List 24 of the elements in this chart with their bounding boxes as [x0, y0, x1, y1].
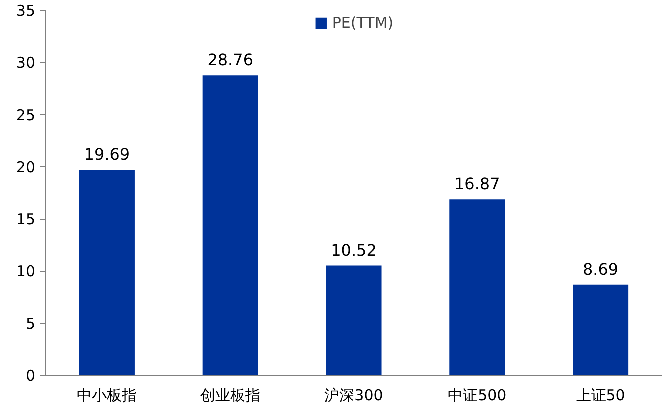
x-tick-label: 创业板指 [200, 386, 261, 404]
y-tick-label: 20 [16, 158, 36, 176]
data-label: 8.69 [582, 260, 619, 279]
data-label: 10.52 [331, 240, 377, 260]
y-tick-label: 10 [16, 262, 36, 281]
bar [79, 170, 135, 376]
legend-label: PE(TTM) [332, 14, 394, 32]
bar [202, 76, 258, 376]
bar [326, 266, 382, 376]
data-label: 28.76 [208, 50, 254, 70]
y-tick-label: 25 [16, 106, 36, 124]
data-label: 16.87 [454, 174, 500, 194]
x-tick-label: 上证50 [576, 386, 626, 404]
data-label: 19.69 [84, 145, 130, 164]
y-tick-label: 0 [26, 367, 36, 385]
x-tick-label: 沪深300 [324, 386, 384, 404]
bar [450, 200, 506, 376]
x-tick-label: 中证500 [448, 386, 507, 404]
y-tick-label: 30 [16, 54, 36, 72]
y-tick-label: 15 [16, 210, 36, 229]
bar [573, 284, 629, 376]
x-tick-label: 中小板指 [77, 386, 138, 404]
y-tick-label: 5 [26, 314, 36, 333]
y-tick-label: 35 [16, 2, 36, 20]
